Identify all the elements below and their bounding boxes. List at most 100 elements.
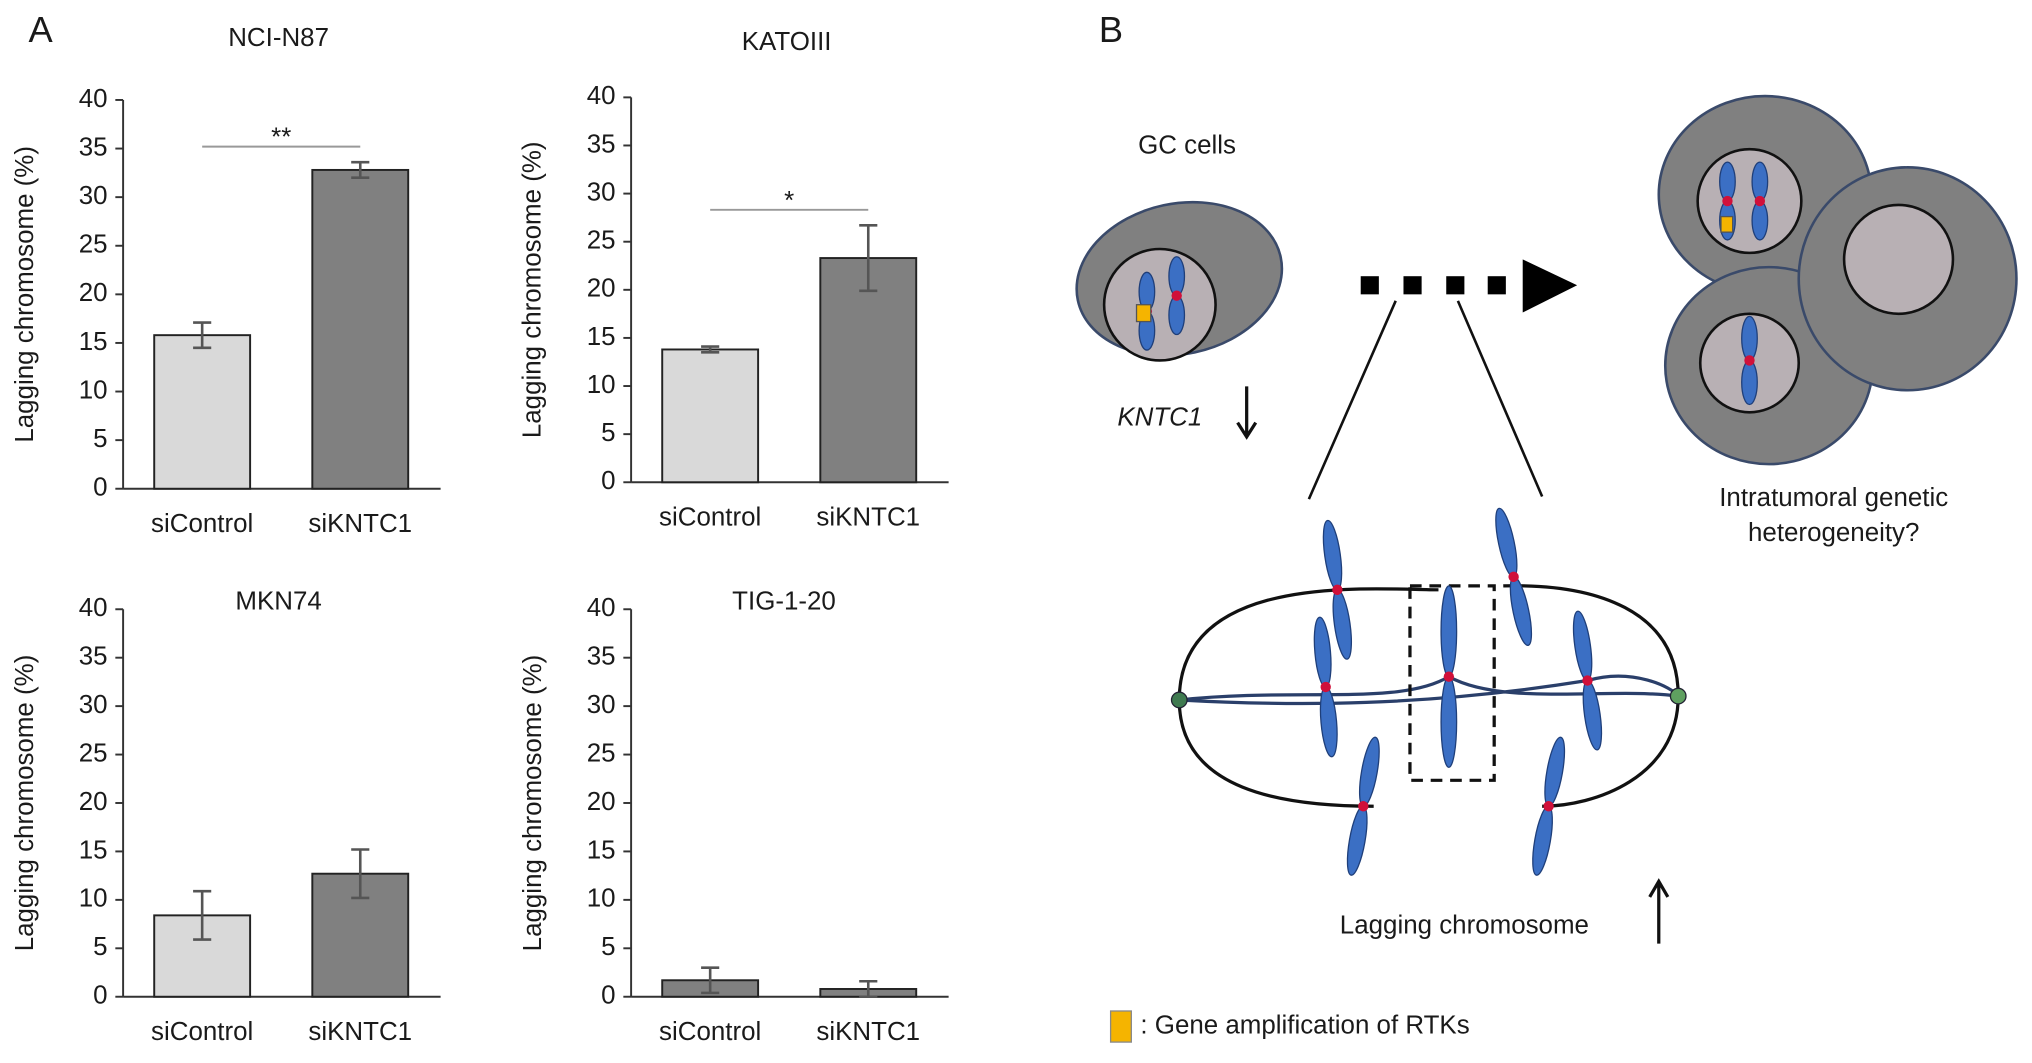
chromatid <box>1741 359 1758 406</box>
x-tick-label: siKNTC1 <box>816 503 920 531</box>
y-tick-label: 0 <box>93 474 107 502</box>
y-tick-label: 25 <box>587 739 616 767</box>
chromosome <box>1532 736 1566 876</box>
y-tick-label: 0 <box>601 982 615 1010</box>
y-tick-label: 10 <box>587 371 616 399</box>
significance-label: * <box>784 187 794 215</box>
pole <box>1170 691 1188 709</box>
error-bar <box>701 345 720 354</box>
error-bar <box>701 966 720 995</box>
centromere <box>1582 675 1593 686</box>
nucleus <box>1102 247 1217 362</box>
chromatid <box>1440 585 1458 678</box>
bar <box>819 257 918 484</box>
chromosome <box>1751 161 1769 241</box>
y-tick-label: 40 <box>79 85 108 113</box>
error-bar <box>351 160 370 180</box>
error-bar <box>193 321 212 350</box>
y-tick-label: 35 <box>587 643 616 671</box>
zoom-line <box>1307 300 1544 500</box>
y-tick-label: 10 <box>587 885 616 913</box>
y-tick-label: 25 <box>587 227 616 255</box>
chromatid <box>1751 161 1769 202</box>
y-tick-label: 15 <box>587 836 616 864</box>
diagram: GC cells KNTC1 Intratumoral genetic hete… <box>1075 94 2018 1043</box>
y-tick-label: 35 <box>587 130 616 158</box>
centromere <box>1443 671 1455 682</box>
x-tick-label: siKNTC1 <box>308 1018 412 1046</box>
nucleus <box>1842 203 1955 316</box>
chromatid <box>1741 315 1758 362</box>
y-tick-label: 20 <box>587 275 616 303</box>
centromere <box>1722 195 1733 207</box>
x-tick-label: siKNTC1 <box>816 1018 920 1046</box>
y-tick-label: 40 <box>587 82 616 110</box>
bar <box>311 168 410 490</box>
y-tick-label: 0 <box>93 982 107 1010</box>
chromatid <box>1582 679 1603 751</box>
chromatid <box>1168 294 1186 336</box>
y-tick-label: 15 <box>587 323 616 351</box>
chart-title: KATOIII <box>742 28 832 56</box>
y-tick-label: 20 <box>79 788 108 816</box>
x-tick-label: siKNTC1 <box>308 510 412 538</box>
amplification-mark <box>1720 215 1734 233</box>
y-tick-label: 30 <box>79 691 108 719</box>
y-tick-label: 30 <box>587 178 616 206</box>
chromatid <box>1719 161 1736 202</box>
gene-label: KNTC1 <box>1117 404 1202 432</box>
lagging-label: Lagging chromosome <box>1340 912 1589 940</box>
arrow-up <box>1648 878 1670 944</box>
chromatid <box>1544 736 1566 807</box>
y-tick-label: 10 <box>79 376 108 404</box>
chromatid <box>1313 616 1332 688</box>
y-tick-label: 20 <box>79 279 108 307</box>
chromatid <box>1440 675 1458 769</box>
chromatid <box>1332 589 1353 660</box>
bar <box>153 334 252 490</box>
y-tick-label: 30 <box>79 182 108 210</box>
arrow-down <box>1236 386 1258 440</box>
y-tick-label: 35 <box>79 133 108 161</box>
chromatid <box>1532 805 1553 876</box>
centromere <box>1543 801 1554 812</box>
chromatid <box>1572 610 1593 682</box>
y-tick-label: 5 <box>93 933 107 961</box>
chromosome <box>1440 585 1458 769</box>
chart-title: TIG-1-20 <box>732 588 836 616</box>
x-tick-label: siControl <box>151 1018 253 1046</box>
chromatid <box>1495 507 1518 578</box>
centromere <box>1744 355 1755 366</box>
chromatid <box>1358 736 1380 807</box>
y-tick-label: 20 <box>587 788 616 816</box>
panel-label: B <box>1099 9 1123 50</box>
y-tick-label: 0 <box>601 467 615 495</box>
significance-label: ** <box>271 124 291 152</box>
y-tick-label: 15 <box>79 328 108 356</box>
y-tick-label: 15 <box>79 836 108 864</box>
chromatid <box>1751 200 1769 241</box>
diagram-label: GC cells <box>1138 131 1236 159</box>
y-tick-label: 25 <box>79 739 108 767</box>
legend-swatch <box>1109 1010 1132 1043</box>
legend-label: : Gene amplification of RTKs <box>1140 1011 1469 1039</box>
chromatid <box>1322 519 1343 591</box>
y-tick-label: 35 <box>79 643 108 671</box>
chromosome <box>1495 507 1533 646</box>
chromosome <box>1572 610 1603 751</box>
centromere <box>1508 571 1519 583</box>
progress-arrow <box>1360 259 1578 313</box>
centromere <box>1332 584 1343 595</box>
pole <box>1669 687 1687 705</box>
x-tick-label: siControl <box>151 510 253 538</box>
chart-title: NCI-N87 <box>228 24 329 52</box>
y-axis-label: Lagging chromosome (%) <box>11 655 39 952</box>
centromere <box>1754 195 1766 207</box>
y-axis-label: Lagging chromosome (%) <box>11 146 39 443</box>
highlight-box <box>1408 584 1496 782</box>
error-bar <box>859 979 878 999</box>
y-axis-label: Lagging chromosome (%) <box>519 141 547 438</box>
y-tick-label: 30 <box>587 691 616 719</box>
y-tick-label: 5 <box>601 419 615 447</box>
